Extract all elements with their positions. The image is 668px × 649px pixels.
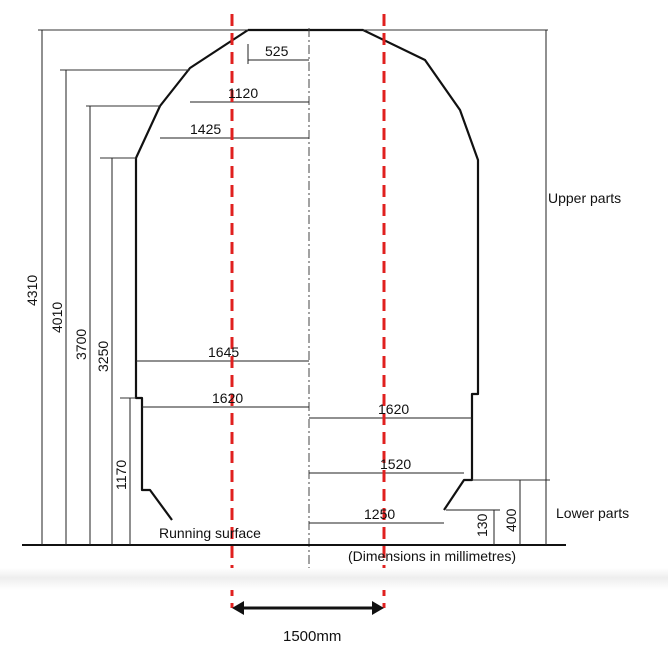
gauge-outline xyxy=(134,28,480,521)
gauge-width-label: 1500mm xyxy=(283,628,341,645)
units-note: (Dimensions in millimetres) xyxy=(348,548,516,564)
dim-3700: 3700 xyxy=(73,329,89,360)
dim-3250: 3250 xyxy=(95,341,111,372)
dim-1425: 1425 xyxy=(190,121,221,137)
gauge-width-lines xyxy=(230,14,386,608)
extension-lines xyxy=(38,29,550,481)
dim-1170: 1170 xyxy=(113,460,129,490)
horizontal-dimension-lines xyxy=(136,44,472,524)
dim-1620-right: 1620 xyxy=(378,401,409,417)
dim-130: 130 xyxy=(474,513,490,537)
dim-1250: 1250 xyxy=(364,506,395,522)
dim-4310: 4310 xyxy=(24,275,40,306)
dim-1520: 1520 xyxy=(380,456,411,472)
dim-1645: 1645 xyxy=(208,344,239,360)
vertical-dimension-lines xyxy=(41,30,547,545)
dim-525: 525 xyxy=(265,43,289,59)
dim-1620-left: 1620 xyxy=(212,390,243,406)
gauge-width-arrow xyxy=(232,601,384,615)
running-surface-label: Running surface xyxy=(159,525,261,541)
dim-1120: 1120 xyxy=(228,85,258,101)
dim-4010: 4010 xyxy=(49,302,65,333)
upper-parts-label: Upper parts xyxy=(548,190,621,206)
dim-400: 400 xyxy=(503,508,519,532)
lower-parts-label: Lower parts xyxy=(556,505,629,521)
bottom-shade xyxy=(0,568,668,590)
